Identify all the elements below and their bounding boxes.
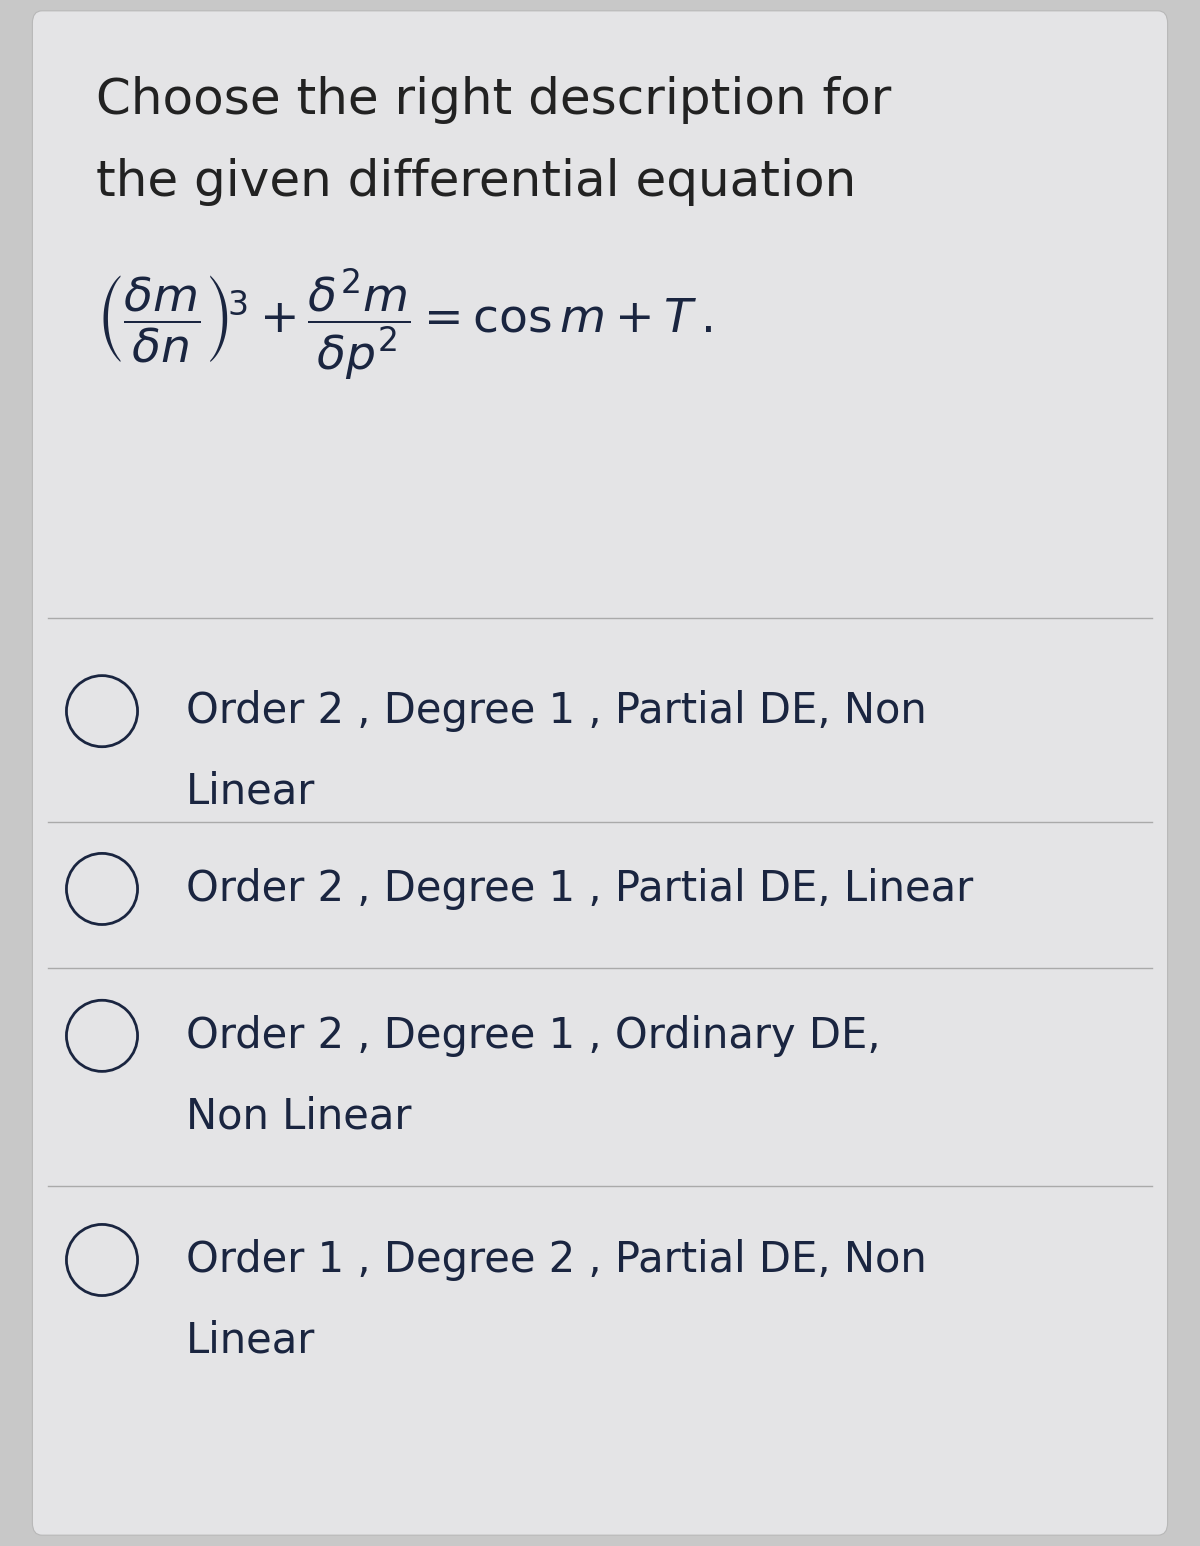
Text: Choose the right description for: Choose the right description for <box>96 76 892 125</box>
Text: Order 2 , Degree 1 , Partial DE, Non: Order 2 , Degree 1 , Partial DE, Non <box>186 690 926 733</box>
Text: Linear: Linear <box>186 770 316 813</box>
Text: Order 2 , Degree 1 , Partial DE, Linear: Order 2 , Degree 1 , Partial DE, Linear <box>186 867 973 911</box>
Text: Linear: Linear <box>186 1319 316 1362</box>
Text: Order 2 , Degree 1 , Ordinary DE,: Order 2 , Degree 1 , Ordinary DE, <box>186 1014 881 1057</box>
Text: the given differential equation: the given differential equation <box>96 158 857 207</box>
Text: Non Linear: Non Linear <box>186 1095 412 1138</box>
Text: Order 1 , Degree 2 , Partial DE, Non: Order 1 , Degree 2 , Partial DE, Non <box>186 1238 926 1282</box>
Text: $\left(\dfrac{\delta m}{\delta n}\right)^{\!3} + \dfrac{\delta^2 m}{\delta p^2} : $\left(\dfrac{\delta m}{\delta n}\right)… <box>96 267 712 382</box>
